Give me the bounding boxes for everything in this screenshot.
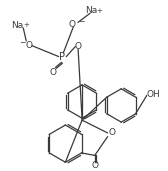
Text: O: O xyxy=(75,42,82,51)
Text: Na: Na xyxy=(12,21,24,30)
Text: O: O xyxy=(109,128,115,137)
Text: P: P xyxy=(59,51,66,62)
Text: +: + xyxy=(97,8,103,14)
Text: O: O xyxy=(91,161,98,170)
Text: O: O xyxy=(69,20,76,29)
Text: +: + xyxy=(23,22,29,28)
Text: −: − xyxy=(19,38,26,47)
Text: Na: Na xyxy=(85,6,97,15)
Text: OH: OH xyxy=(147,90,160,99)
Text: O: O xyxy=(49,68,56,77)
Text: −: − xyxy=(78,17,85,26)
Text: O: O xyxy=(25,41,32,50)
